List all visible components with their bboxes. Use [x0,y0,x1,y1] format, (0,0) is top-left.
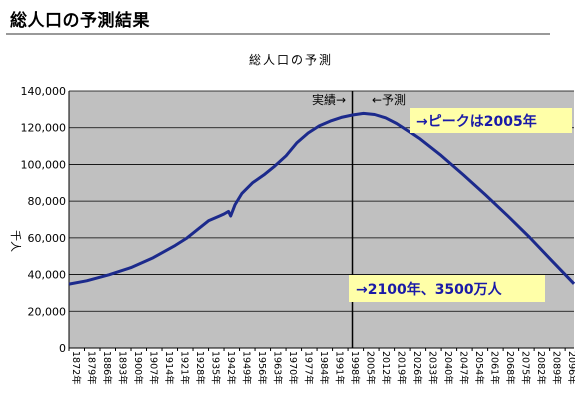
x-axis-ticks: 1872年 1879年 1886年 1893年 1900年 1907年 1914年 1921年… [68,348,575,385]
page-title: 総人口の予測結果 [10,11,150,31]
y-tick-label: 20,000 [28,305,67,318]
x-tick-label: 2047年 [458,351,470,385]
x-tick-label: 2089年 [551,351,563,385]
end-note: →2100年、3500万人 [356,281,503,298]
x-tick-label: 1872年 [70,351,82,385]
end-note-box [349,275,545,302]
x-tick-label: 2012年 [380,351,392,385]
x-tick-label: 1998年 [349,351,361,385]
x-tick-label: 1907年 [148,351,160,385]
x-tick-label: 1991年 [334,351,346,385]
peak-note: →ピークは2005年 [416,113,537,130]
gridlines [68,90,574,349]
x-tick-label: 2068年 [504,351,516,385]
x-tick-label: 1935年 [210,351,222,385]
x-tick-label: 1956年 [256,351,268,385]
x-tick-label: 1928年 [194,351,206,385]
y-axis-ticks: 0 20,000 40,000 60,000 80,000 100,000 120,000 1… [21,85,67,355]
x-tick-label: 2075年 [520,351,532,385]
x-tick-label: 1914年 [163,351,175,385]
y-axis-label: 千人 [9,230,22,252]
y-tick-label: 0 [59,342,66,355]
x-tick-label: 1970年 [287,351,299,385]
y-tick-label: 60,000 [28,232,67,245]
series-line-total-population [68,111,575,286]
x-tick-label: 2061年 [489,351,501,385]
y-tick-label: 40,000 [28,269,67,282]
annotation-forecast: ←予測 [372,93,406,107]
y-tick-label: 120,000 [21,122,67,135]
title-divider [6,33,550,35]
x-tick-label: 2040年 [442,351,454,385]
x-tick-label: 1977年 [303,351,315,385]
peak-note-box [410,108,572,133]
y-tick-label: 140,000 [21,85,67,98]
x-tick-label: 1893年 [117,351,129,385]
x-tick-label: 2082年 [535,351,547,385]
y-tick-label: 80,000 [28,195,67,208]
x-tick-label: 1949年 [241,351,253,385]
x-tick-label: 2005年 [365,351,377,385]
x-tick-label: 1984年 [318,351,330,385]
x-tick-label: 2033年 [427,351,439,385]
x-tick-label: 1963年 [272,351,284,385]
x-tick-label: 1921年 [179,351,191,385]
x-tick-label: 1886年 [101,351,113,385]
x-tick-label: 2054年 [473,351,485,385]
x-tick-label: 1879年 [86,351,98,385]
y-tick-label: 100,000 [21,158,67,171]
x-tick-label: 1900年 [132,351,144,385]
x-tick-label: 2026年 [411,351,423,385]
chart-title: 総人口の予測 [249,53,333,67]
x-tick-label: 1942年 [225,351,237,385]
x-tick-label: 2019年 [396,351,408,385]
annotation-actual: 実績→ [312,92,346,107]
x-tick-label: 2096年 [566,351,575,385]
plot-area [69,91,574,348]
